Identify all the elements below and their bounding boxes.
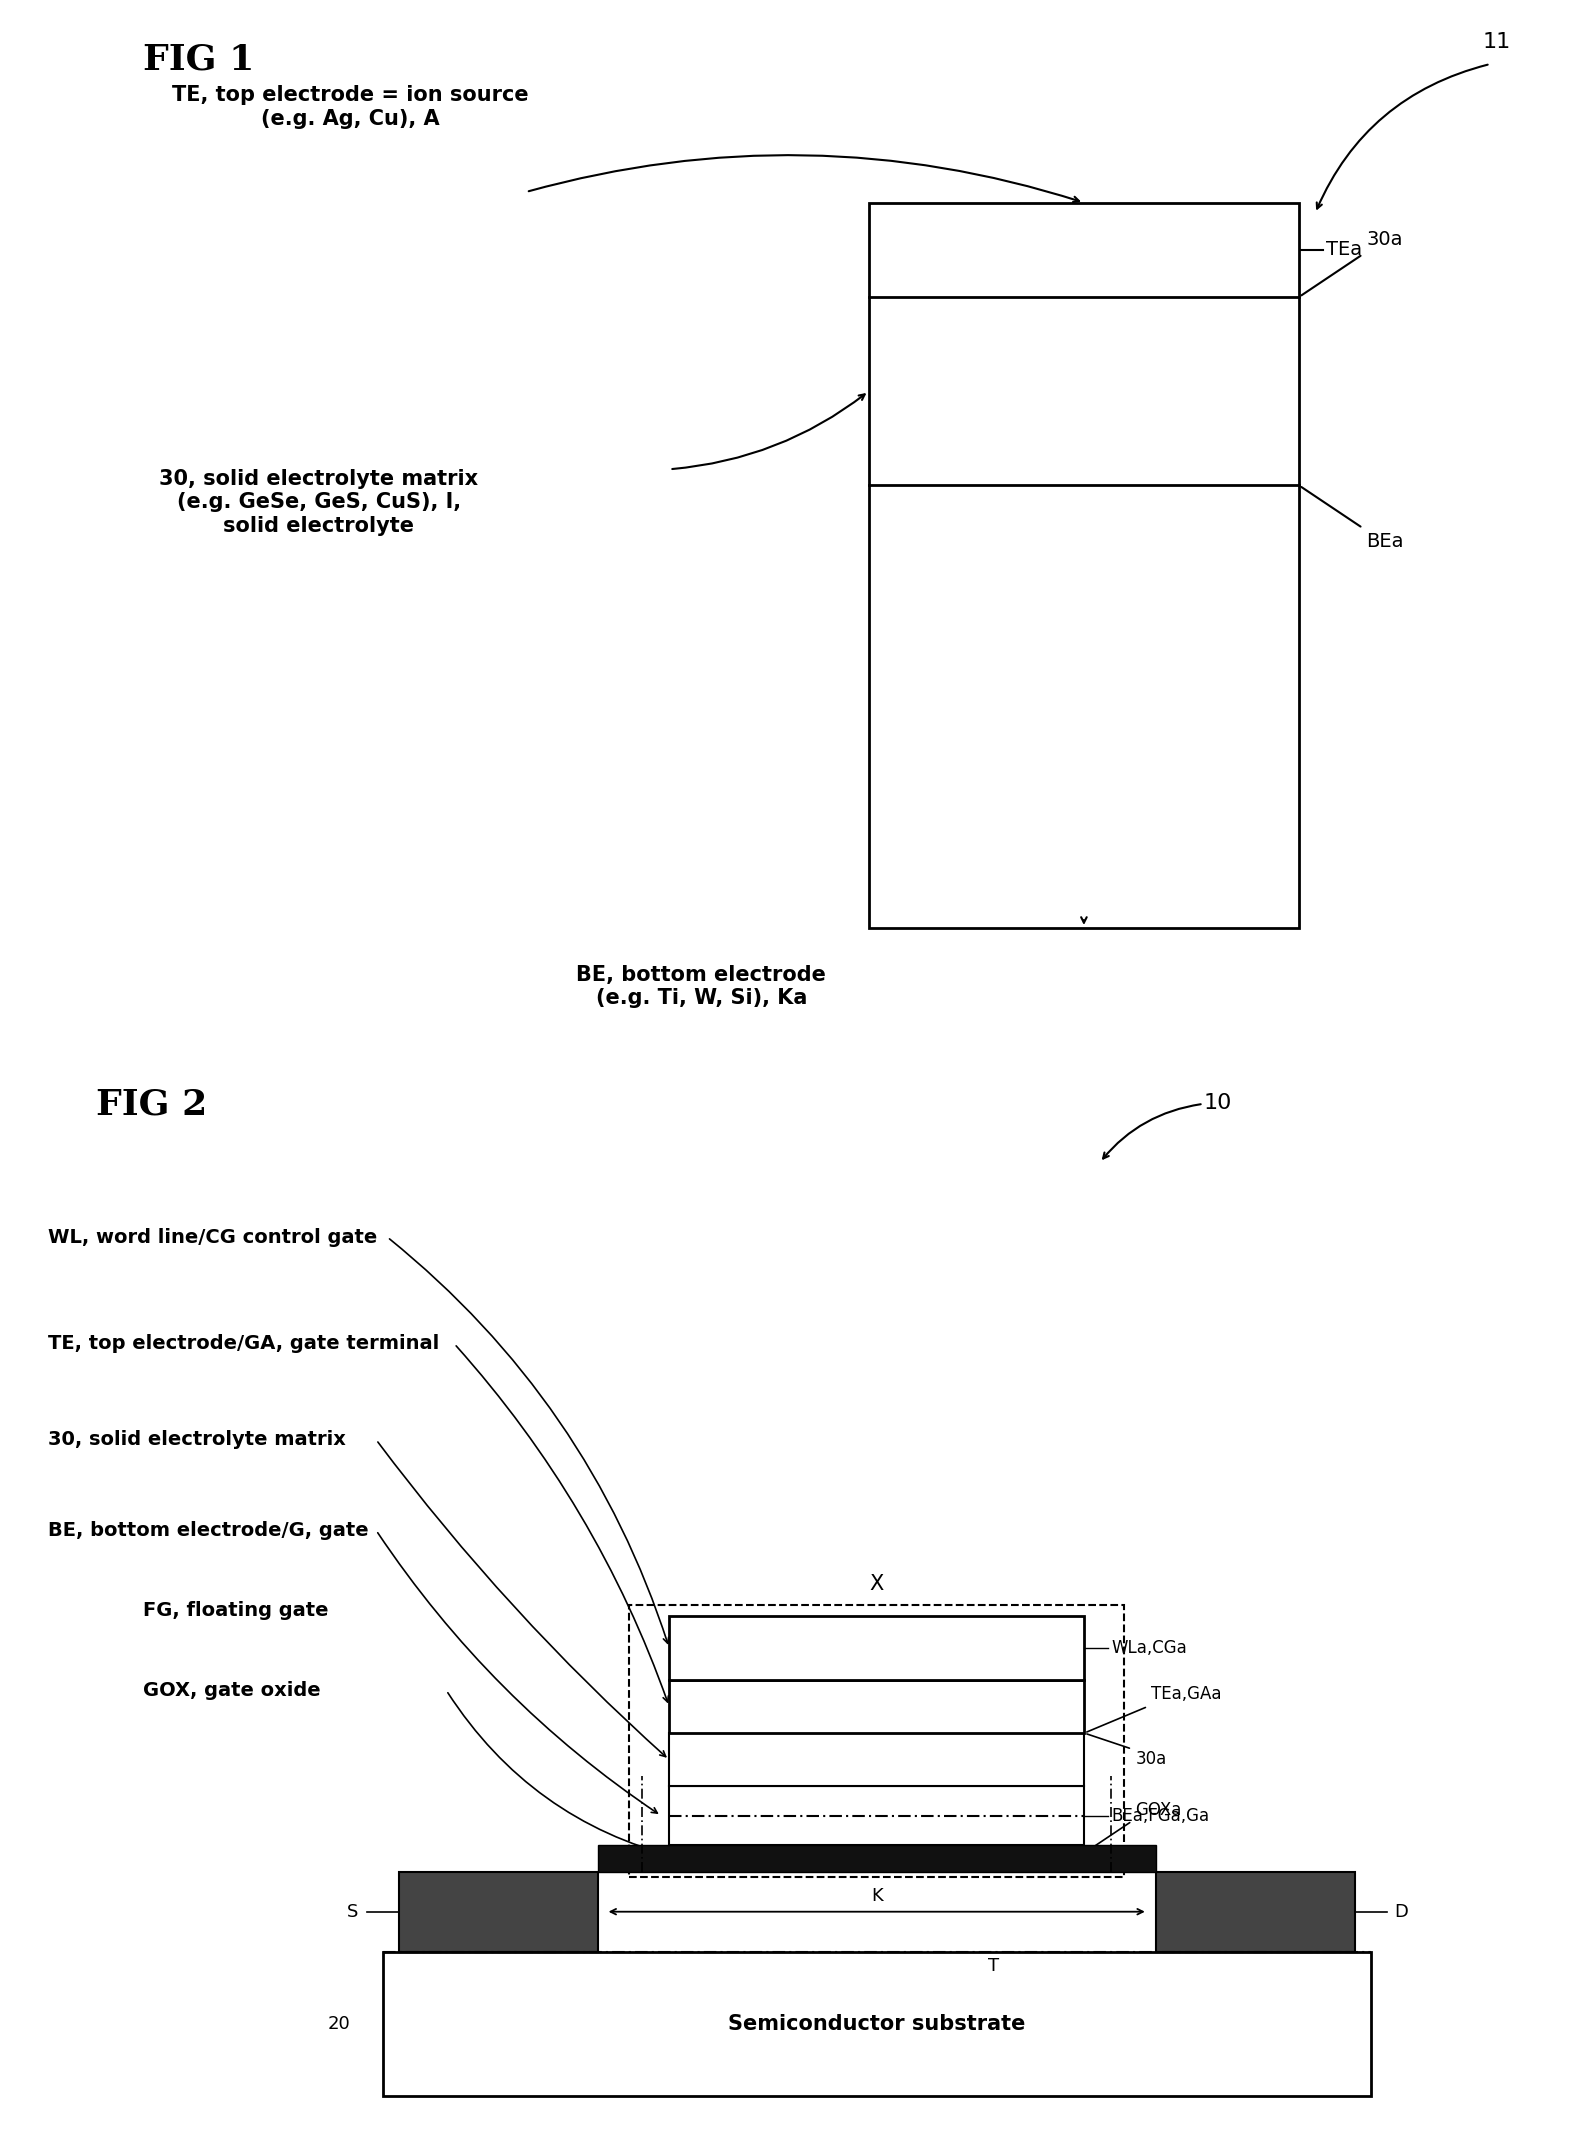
Text: S: S: [347, 1903, 359, 1920]
Text: BE, bottom electrode/G, gate: BE, bottom electrode/G, gate: [48, 1521, 368, 1540]
Bar: [383, 1952, 1371, 2095]
Text: WLa,CGa: WLa,CGa: [1111, 1638, 1188, 1657]
Text: BE, bottom electrode
(e.g. Ti, W, Si), Ka: BE, bottom electrode (e.g. Ti, W, Si), K…: [577, 964, 826, 1009]
Text: T: T: [988, 1958, 999, 1975]
Bar: [669, 1787, 1084, 1845]
Text: D: D: [1395, 1903, 1409, 1920]
Bar: [630, 1604, 1124, 1877]
Text: FG, floating gate: FG, floating gate: [143, 1602, 328, 1619]
Text: BEa,FGa,Ga: BEa,FGa,Ga: [1111, 1807, 1210, 1824]
Text: TE, top electrode/GA, gate terminal: TE, top electrode/GA, gate terminal: [48, 1335, 438, 1352]
Text: FIG 1: FIG 1: [143, 43, 255, 77]
Text: 30, solid electrolyte matrix: 30, solid electrolyte matrix: [48, 1431, 346, 1448]
Text: GOXa: GOXa: [1135, 1800, 1181, 1819]
Text: 20a: 20a: [1203, 1883, 1235, 1901]
Bar: [1156, 1873, 1355, 1952]
Text: TEa: TEa: [1326, 241, 1363, 260]
Text: FIG 2: FIG 2: [96, 1088, 207, 1122]
Text: TEa,GAa: TEa,GAa: [1151, 1685, 1221, 1702]
Text: Source: Source: [472, 1905, 524, 1920]
Bar: [669, 1732, 1084, 1787]
Text: WL, word line/CG control gate: WL, word line/CG control gate: [48, 1229, 378, 1246]
Text: 20: 20: [328, 2016, 351, 2033]
Text: 30a: 30a: [1135, 1749, 1167, 1768]
Text: 30a: 30a: [1366, 230, 1403, 250]
Bar: [669, 1617, 1084, 1681]
Text: GOX, gate oxide: GOX, gate oxide: [143, 1681, 320, 1700]
Text: Drain: Drain: [1235, 1905, 1275, 1920]
Text: K: K: [870, 1888, 883, 1905]
Bar: [598, 1845, 1156, 1873]
Text: BEa: BEa: [1366, 533, 1404, 552]
Text: 10: 10: [1203, 1092, 1232, 1113]
Text: TE, top electrode = ion source
(e.g. Ag, Cu), A: TE, top electrode = ion source (e.g. Ag,…: [172, 85, 529, 128]
Bar: [869, 203, 1299, 928]
Text: 30, solid electrolyte matrix
(e.g. GeSe, GeS, CuS), I,
solid electrolyte: 30, solid electrolyte matrix (e.g. GeSe,…: [159, 469, 478, 535]
Text: X: X: [870, 1574, 883, 1595]
Bar: [398, 1873, 598, 1952]
Text: Semiconductor substrate: Semiconductor substrate: [728, 2014, 1025, 2033]
Text: 11: 11: [1482, 32, 1511, 51]
Bar: [669, 1681, 1084, 1732]
